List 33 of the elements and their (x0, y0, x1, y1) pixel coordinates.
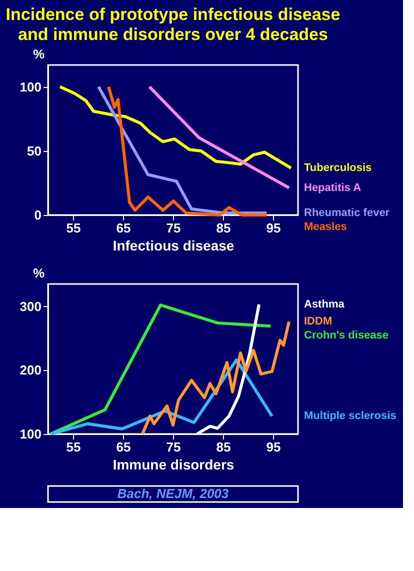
series-label: Tuberculosis (304, 162, 372, 174)
x-tick-label: 55 (66, 440, 81, 454)
x-tick-label: 75 (166, 440, 181, 454)
x-tick-label: 85 (216, 220, 231, 236)
x-axis-title: Immune disorders (112, 456, 234, 472)
y-tick-label: 0 (34, 208, 42, 222)
x-tick-label: 95 (266, 220, 281, 236)
x-tick-label: 55 (66, 220, 81, 236)
y-tick-label: 300 (20, 298, 42, 314)
line-series (49, 304, 272, 436)
y-tick-label: 50 (27, 143, 42, 158)
line-series (58, 85, 292, 170)
x-axis-title: Infectious disease (112, 238, 234, 254)
y-axis-title: % (32, 266, 45, 280)
y-tick-label: 200 (20, 362, 42, 378)
text: Crohn's disease (304, 330, 389, 342)
text: Bach, NEJM, 2003 (117, 486, 230, 501)
x-tick-label: 95 (266, 440, 281, 454)
y-tick-label: 100 (20, 426, 42, 442)
series-label: Hepatitis A (304, 182, 362, 194)
x-tick-label: 75 (166, 220, 181, 236)
y-axis-title: % (32, 46, 45, 62)
x-tick-label: 65 (116, 440, 131, 454)
line-series (141, 320, 290, 436)
y-tick-label: 100 (20, 79, 42, 94)
text: Multiple sclerosis (304, 410, 396, 422)
chart-title: Incidence of prototype infectious disease and immune disorders over 4 decades (6, 5, 340, 44)
x-tick-label: 85 (216, 440, 231, 454)
series-label: IDDM (304, 316, 332, 328)
text: Measles (304, 220, 347, 233)
text: Rheumatic fever (304, 206, 390, 219)
text: Asthma (304, 298, 346, 310)
x-tick-label: 65 (116, 220, 131, 236)
